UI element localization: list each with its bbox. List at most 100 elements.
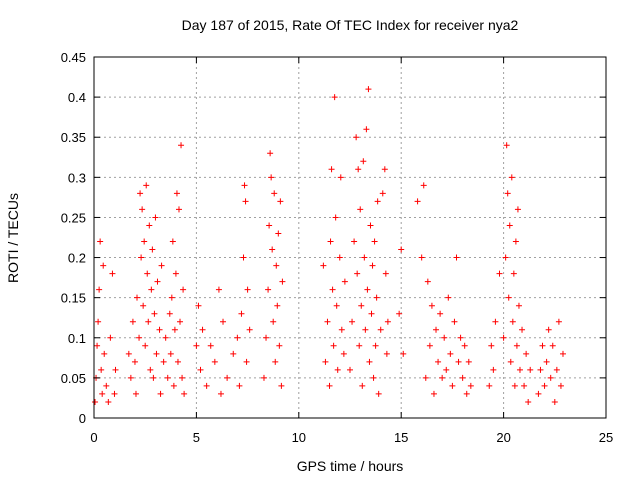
y-axis-label: ROTI / TECUs — [5, 193, 21, 283]
data-point — [193, 342, 200, 349]
data-point — [158, 262, 165, 269]
data-point — [459, 374, 466, 381]
data-point — [131, 358, 138, 365]
data-point — [509, 318, 516, 325]
data-point — [139, 206, 146, 213]
data-point — [238, 310, 245, 317]
data-point — [447, 350, 454, 357]
data-point — [134, 294, 141, 301]
data-point — [363, 126, 370, 133]
data-point — [152, 214, 159, 221]
data-point — [539, 342, 546, 349]
data-point — [435, 358, 442, 365]
data-point — [320, 262, 327, 269]
data-point — [455, 358, 462, 365]
data-point — [279, 278, 286, 285]
data-point — [151, 310, 158, 317]
data-point — [170, 382, 177, 389]
data-point — [553, 366, 560, 373]
data-point — [260, 374, 267, 381]
data-point — [143, 182, 150, 189]
data-point — [199, 326, 206, 333]
y-tick-label: 0 — [79, 411, 86, 426]
data-point — [166, 310, 173, 317]
x-tick-label: 15 — [394, 430, 408, 445]
data-point — [514, 206, 521, 213]
data-point — [364, 286, 371, 293]
data-point — [422, 374, 429, 381]
y-tick-label: 0.2 — [68, 251, 86, 266]
data-point — [383, 350, 390, 357]
data-point — [168, 294, 175, 301]
data-point — [138, 254, 145, 261]
data-points — [92, 86, 566, 405]
data-point — [353, 134, 360, 141]
plot-frame — [93, 56, 607, 419]
x-tick-label: 0 — [90, 430, 97, 445]
data-point — [512, 238, 519, 245]
data-point — [527, 366, 534, 373]
data-point — [224, 374, 231, 381]
data-point — [354, 270, 361, 277]
data-point — [241, 182, 248, 189]
data-point — [246, 326, 253, 333]
data-point — [379, 190, 386, 197]
data-point — [175, 206, 182, 213]
data-point — [156, 326, 163, 333]
data-point — [103, 382, 110, 389]
data-point — [384, 318, 391, 325]
data-point — [215, 286, 222, 293]
data-point — [327, 238, 334, 245]
data-point — [505, 294, 512, 301]
data-point — [461, 342, 468, 349]
data-point — [203, 382, 210, 389]
y-tick-label: 0.25 — [61, 210, 86, 225]
data-point — [140, 302, 147, 309]
data-point — [467, 382, 474, 389]
data-point — [148, 286, 155, 293]
data-point — [418, 254, 425, 261]
data-point — [266, 222, 273, 229]
x-axis-label: GPS time / hours — [297, 458, 404, 474]
data-point — [486, 382, 493, 389]
data-point — [453, 254, 460, 261]
data-point — [381, 166, 388, 173]
data-point — [172, 270, 179, 277]
data-point — [149, 246, 156, 253]
data-point — [424, 278, 431, 285]
data-point — [449, 382, 456, 389]
data-point — [430, 390, 437, 397]
data-point — [145, 318, 152, 325]
data-point — [197, 366, 204, 373]
data-point — [443, 366, 450, 373]
data-point — [414, 198, 421, 205]
data-point — [398, 246, 405, 253]
data-point — [541, 382, 548, 389]
data-point — [451, 318, 458, 325]
data-point — [150, 374, 157, 381]
data-point — [324, 318, 331, 325]
data-point — [337, 174, 344, 181]
data-point — [97, 238, 104, 245]
data-point — [551, 398, 558, 405]
data-point — [555, 318, 562, 325]
data-point — [178, 142, 185, 149]
data-point — [326, 382, 333, 389]
data-point — [98, 366, 105, 373]
data-point — [101, 350, 108, 357]
data-point — [164, 374, 171, 381]
data-point — [328, 166, 335, 173]
data-point — [362, 326, 369, 333]
data-point — [127, 374, 134, 381]
y-tick-label: 0.15 — [61, 291, 86, 306]
data-point — [333, 302, 340, 309]
data-point — [322, 358, 329, 365]
y-tick-label: 0.35 — [61, 130, 86, 145]
data-point — [334, 366, 341, 373]
data-point — [111, 390, 118, 397]
data-point — [557, 382, 564, 389]
data-point — [153, 350, 160, 357]
data-point — [331, 94, 338, 101]
data-point — [271, 190, 278, 197]
